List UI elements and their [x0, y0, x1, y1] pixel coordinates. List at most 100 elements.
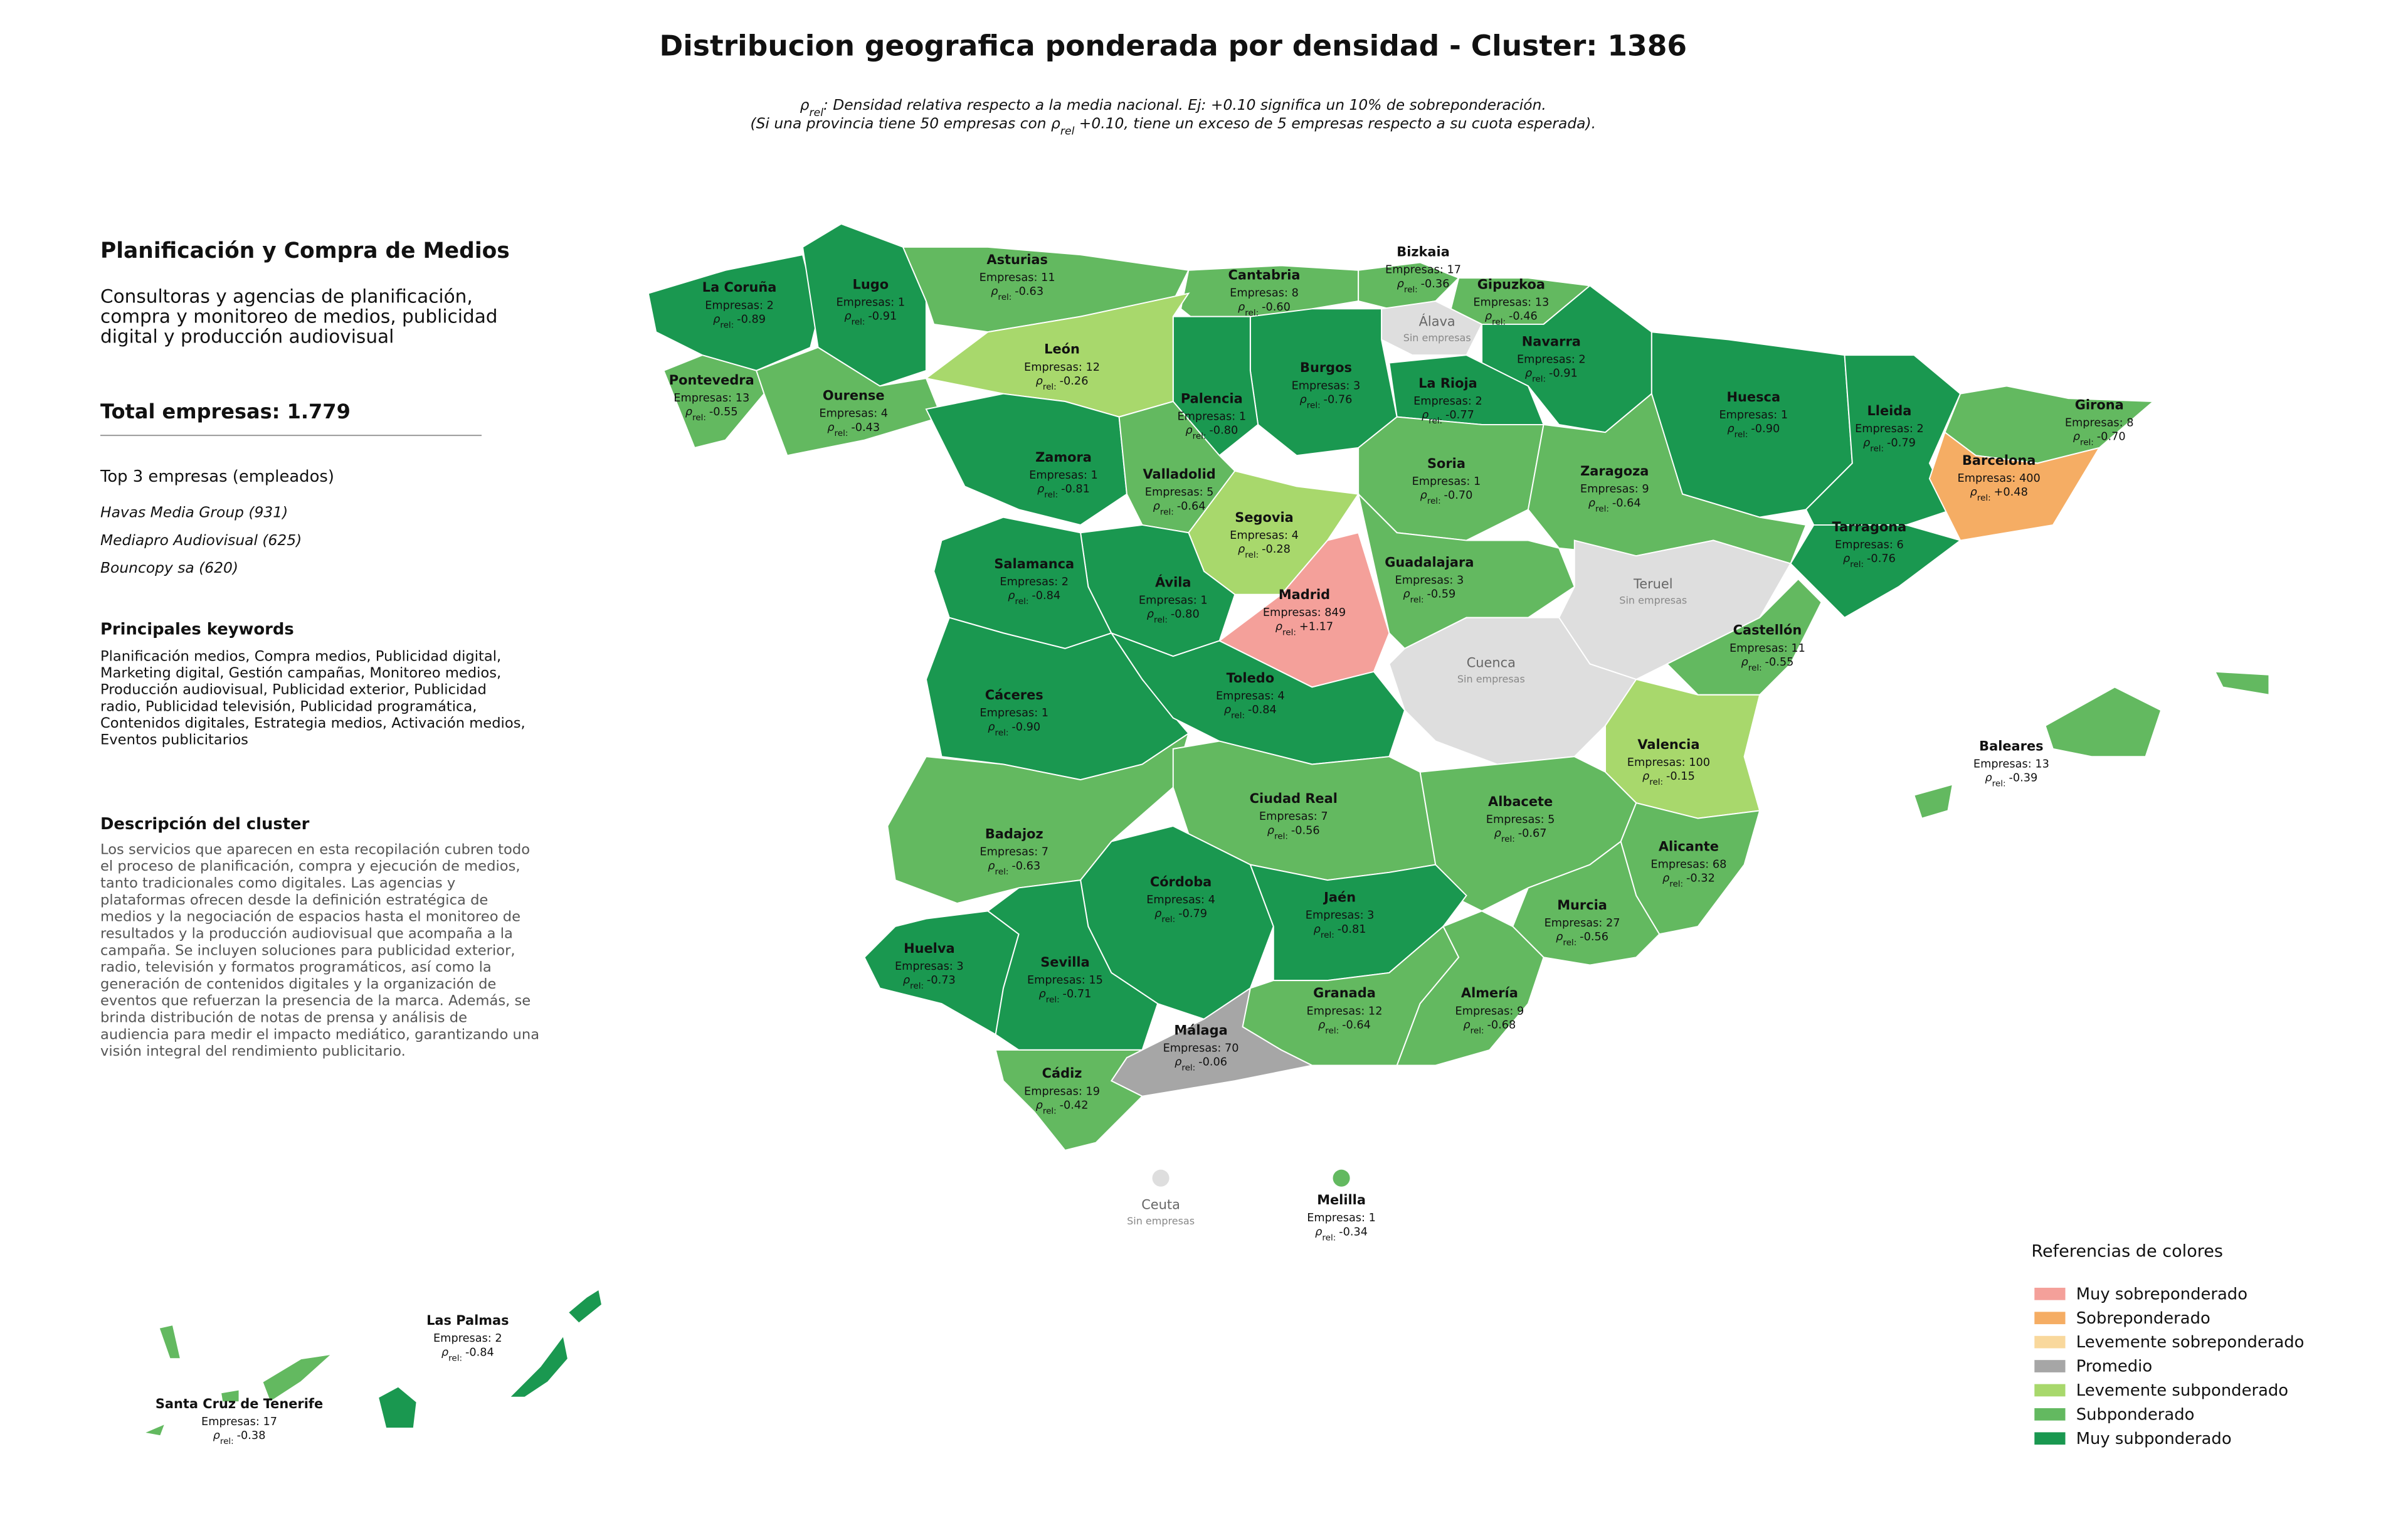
- province-name: Guadalajara: [1385, 554, 1474, 570]
- province-shape: [567, 1288, 603, 1324]
- rho-symbol: ρ: [1314, 923, 1321, 936]
- rho-value: +1.17: [1299, 620, 1333, 633]
- legend-label: Muy subponderado: [2076, 1430, 2232, 1448]
- province-count: Empresas: 4: [1230, 529, 1299, 542]
- rho-symbol: ρ: [903, 974, 911, 987]
- top-title: Top 3 empresas (empleados): [100, 467, 334, 486]
- legend-label: Levemente sobreponderado: [2076, 1333, 2305, 1352]
- province-count: Empresas: 3: [1395, 574, 1464, 586]
- rho-value: -0.84: [1248, 704, 1277, 716]
- province-rho: ρrel: -0.64: [1153, 500, 1206, 517]
- legend-label: Promedio: [2076, 1357, 2152, 1376]
- rho-subscript: rel:: [1501, 834, 1515, 844]
- rho-subscript: rel:: [1669, 879, 1683, 889]
- province-shape: [647, 254, 819, 371]
- province-name: Madrid: [1279, 587, 1330, 602]
- province-shape: [1481, 285, 1652, 433]
- rho-symbol: ρ: [2073, 431, 2081, 443]
- legend-swatch: [2034, 1335, 2066, 1349]
- panel-description: digital y producción audiovisual: [100, 326, 394, 347]
- province-name: Bizkaia: [1397, 245, 1450, 260]
- province-rho: ρrel: -0.60: [1238, 301, 1291, 318]
- province-rho: ρrel: -0.90: [988, 721, 1040, 738]
- keywords: Eventos publicitarios: [100, 731, 248, 748]
- province-rho: ρrel: -0.70: [2073, 431, 2126, 448]
- province-name: Álava: [1419, 313, 1455, 329]
- cluster-description: campaña. Se incluyen soluciones para pub…: [100, 942, 515, 958]
- legend-swatch: [2034, 1432, 2066, 1445]
- province-shape: [219, 1389, 240, 1403]
- province-name: Valladolid: [1143, 467, 1216, 482]
- province-rho: ρrel: -0.28: [1238, 543, 1291, 560]
- province-name: La Rioja: [1418, 376, 1477, 391]
- province-count: Empresas: 5: [1145, 486, 1214, 499]
- province-shape: [1928, 431, 2101, 541]
- top-company: Havas Media Group (931): [100, 504, 288, 521]
- province-count: Empresas: 2: [1517, 353, 1586, 366]
- province-rho: ρrel: -0.46: [1485, 310, 1538, 327]
- rho-symbol: ρ: [713, 313, 721, 326]
- rho-subscript: rel:: [1325, 1026, 1339, 1036]
- province-count: Empresas: 27: [1545, 917, 1620, 930]
- rho-subscript: rel:: [995, 867, 1009, 877]
- rho-symbol: ρ: [1036, 375, 1043, 388]
- province-name: Lugo: [853, 277, 889, 292]
- province-rho: ρrel: -0.42: [1036, 1099, 1089, 1116]
- rho-symbol: ρ: [1039, 988, 1047, 1000]
- province-name: Navarra: [1522, 334, 1581, 349]
- province-rho: ρrel: -0.76: [1300, 393, 1353, 410]
- province-count: Empresas: 12: [1024, 361, 1100, 374]
- rho-symbol: ρ: [1036, 1099, 1043, 1112]
- province-rho: ρrel: -0.73: [903, 974, 956, 991]
- province-shape: [1913, 783, 1954, 819]
- rho-subscript: rel:: [2080, 438, 2094, 448]
- rho-subscript: rel:: [1735, 430, 1748, 440]
- rho-value: -0.73: [927, 974, 956, 987]
- rho-value: -0.80: [1171, 608, 1200, 621]
- province-name: Barcelona: [1962, 453, 2036, 468]
- rho-value: -0.76: [1867, 553, 1896, 565]
- cluster-description: visión integral del rendimiento publicit…: [100, 1043, 406, 1059]
- rho-subscript: rel:: [1231, 711, 1245, 721]
- province-count: Empresas: 3: [1292, 379, 1361, 392]
- rho-symbol: ρ: [827, 422, 835, 434]
- province-shape: [1333, 1169, 1350, 1187]
- rho-symbol: ρ: [1403, 588, 1410, 601]
- rho-symbol: ρ: [1238, 301, 1245, 314]
- rho-subscript: rel:: [910, 981, 924, 991]
- rho-subscript: rel:: [1532, 374, 1546, 385]
- province-count: Empresas: 13: [1973, 758, 2049, 770]
- province-count: Empresas: 70: [1163, 1042, 1239, 1054]
- rho-symbol: ρ: [1741, 656, 1749, 669]
- province-name: Santa Cruz de Tenerife: [156, 1396, 323, 1411]
- rho-value: -0.63: [1015, 285, 1043, 298]
- province-rho: ρrel: +0.48: [1970, 486, 2028, 503]
- province-name: Segovia: [1235, 510, 1293, 525]
- province-rho: ρrel: -0.38: [213, 1430, 266, 1446]
- rho-symbol: ρ: [1037, 483, 1045, 496]
- province-count: Empresas: 2: [705, 299, 774, 312]
- legend-swatch: [2034, 1384, 2066, 1397]
- rho-value: -0.56: [1291, 824, 1320, 837]
- rho-symbol: ρ: [1318, 1019, 1326, 1031]
- province-name: Zaragoza: [1580, 464, 1649, 479]
- keywords: Contenidos digitales, Estrategia medios,…: [100, 715, 525, 731]
- panel-heading: Planificación y Compra de Medios: [100, 238, 510, 263]
- legend-swatch: [2034, 1287, 2066, 1300]
- province-count: Empresas: 13: [673, 392, 749, 405]
- province-name: Baleares: [1979, 738, 2043, 753]
- province-name: Cádiz: [1042, 1066, 1082, 1081]
- rho-value: +0.48: [1994, 486, 2028, 499]
- province-rho: ρrel: -0.79: [1863, 437, 1916, 454]
- province-rho: ρrel: -0.56: [1556, 931, 1608, 948]
- cluster-description: resultados y la producción audiovisual q…: [100, 925, 513, 942]
- province-name: Valencia: [1637, 737, 1699, 752]
- province-rho: ρrel: -0.84: [441, 1346, 494, 1363]
- keywords: Marketing digital, Gestión campañas, Mon…: [100, 665, 501, 681]
- cluster-title: Descripción del cluster: [100, 815, 310, 834]
- rho-subscript: rel:: [1850, 560, 1864, 570]
- rho-symbol: ρ: [1642, 770, 1650, 783]
- cluster-description: tanto tradicionales como digitales. Las …: [100, 875, 455, 891]
- province-count: Empresas: 8: [2065, 416, 2134, 429]
- province-shape: [261, 1353, 334, 1403]
